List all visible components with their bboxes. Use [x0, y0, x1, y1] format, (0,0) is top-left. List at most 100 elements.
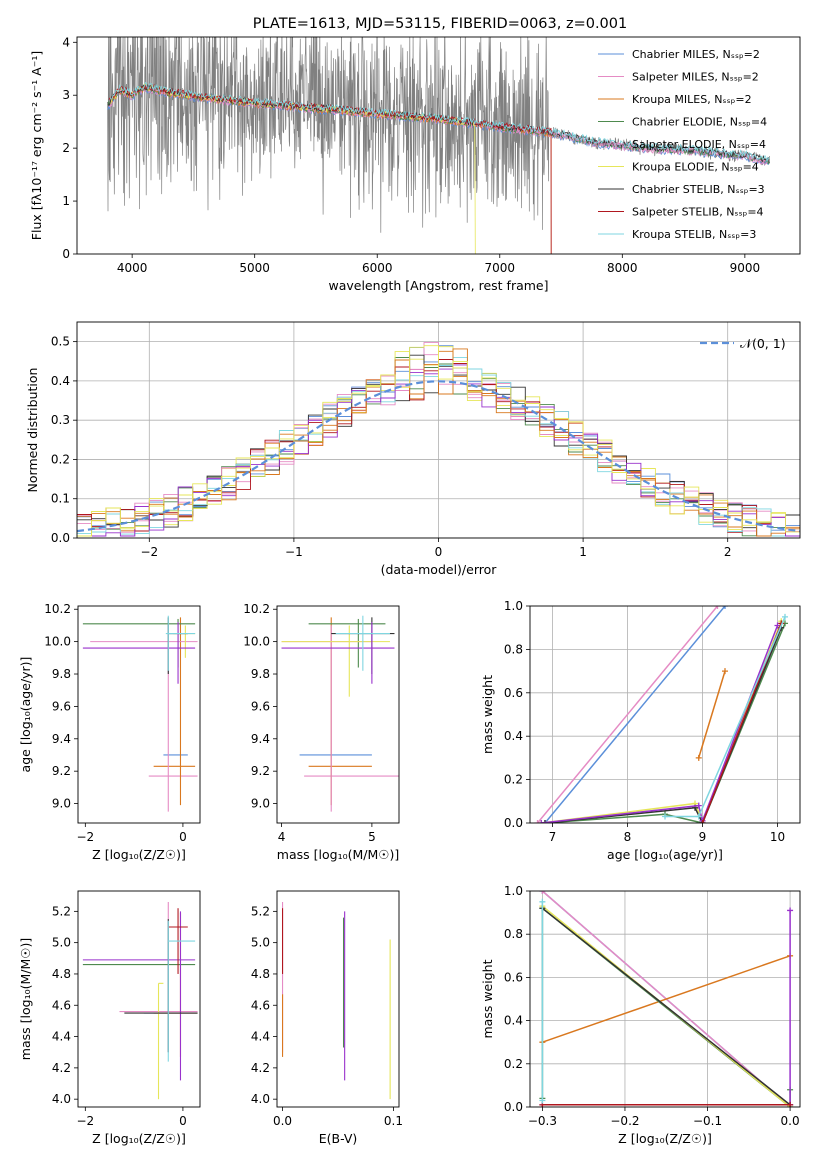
- y-tick-label: 0.6: [504, 686, 523, 700]
- y-tick-label: 10.0: [243, 635, 270, 649]
- series-line: [541, 620, 782, 823]
- x-tick-label: 0.0: [781, 1114, 800, 1128]
- axes-residual-histogram: −2 −1 0 1 2 0.0 0.1 0.2 0.3 0.4 0.5 (data-model)/er…: [25, 321, 801, 577]
- axes-frame: [76, 321, 801, 539]
- x-tick-label: −2: [140, 545, 158, 559]
- y-tick-label: 0.8: [504, 927, 523, 941]
- axes-frame: [276, 890, 400, 1108]
- y-tick-label: 9.0: [251, 797, 270, 811]
- legend-label: Chabrier ELODIE, Nₛₛₚ=4: [632, 116, 767, 129]
- y-axis-label: Normed distribution: [25, 368, 40, 493]
- series-marker: [538, 820, 545, 823]
- y-axis-label: mass [log₁₀(M/M☉)]: [18, 938, 33, 1060]
- x-tick-label: 0.0: [273, 1114, 292, 1128]
- x-tick-label: 0: [179, 1114, 187, 1128]
- normal-curve-line: [77, 380, 800, 533]
- y-tick-label: 10.2: [243, 602, 270, 616]
- y-tick-label: 4.2: [251, 1061, 270, 1075]
- x-axis-label: age [log₁₀(age/yr)]: [607, 847, 723, 862]
- y-tick-label: 9.0: [52, 797, 71, 811]
- series-marker: [534, 820, 541, 823]
- x-axis-label: Z [log₁₀(Z/Z☉)]: [92, 847, 186, 862]
- x-tick-label: 5000: [239, 261, 270, 275]
- axes-mass-vs-Z: −2 0 4.0 4.2 4.4 4.6 4.8 5.0 5.2 Z [log₁₀(Z/Z☉)] m…: [18, 890, 201, 1146]
- y-tick-label: 9.8: [52, 667, 71, 681]
- x-tick-label: 7: [549, 830, 557, 844]
- series-marker: [722, 668, 728, 675]
- y-tick-label: 0: [62, 247, 70, 261]
- y-tick-label: 9.6: [251, 699, 270, 713]
- legend-label: Salpeter ELODIE, Nₛₛₚ=4: [632, 138, 766, 151]
- series-marker: [782, 613, 788, 620]
- legend-label: Kroupa MILES, Nₛₛₚ=2: [632, 93, 752, 106]
- y-tick-label: 5.0: [52, 936, 71, 950]
- x-tick-label: 4000: [117, 261, 148, 275]
- x-tick-label: −2: [76, 1114, 94, 1128]
- axes-frame: [77, 890, 201, 1108]
- series-line: [541, 907, 791, 1106]
- y-tick-label: 10.2: [44, 602, 71, 616]
- y-axis-label: age [log₁₀(age/yr)]: [18, 657, 33, 773]
- y-tick-label: 4.0: [52, 1092, 71, 1106]
- series-line: [536, 606, 719, 823]
- series-marker: [695, 802, 702, 809]
- legend-label: Chabrier MILES, Nₛₛₚ=2: [632, 48, 760, 61]
- x-tick-label: 5: [368, 830, 376, 844]
- plots-layer: 4000 5000 6000 7000 8000 900001234wavelength …: [18, 35, 801, 1146]
- legend-label: Salpeter STELIB, Nₛₛₚ=4: [632, 206, 764, 219]
- series-marker: [662, 813, 668, 820]
- y-tick-label: 0.0: [504, 1100, 523, 1114]
- axes-age-vs-Z: −2 0 9.0 9.2 9.4 9.6 9.8 10.0 10.2 Z [log₁₀(Z/Z☉)…: [18, 602, 201, 862]
- y-tick-label: 5.2: [52, 904, 71, 918]
- histogram-step-line: [77, 345, 800, 537]
- x-axis-label: Z [log₁₀(Z/Z☉)]: [92, 1131, 186, 1146]
- x-tick-label: 0.1: [384, 1114, 403, 1128]
- x-tick-label: 4: [278, 830, 286, 844]
- plot-area: [82, 901, 198, 1100]
- y-tick-label: 0.4: [51, 374, 70, 388]
- x-tick-label: −2: [76, 830, 94, 844]
- y-tick-label: 1: [62, 194, 70, 208]
- y-tick-label: 0.4: [504, 1014, 523, 1028]
- axes-frame: [77, 605, 201, 824]
- legend-label: Kroupa ELODIE, Nₛₛₚ=4: [632, 161, 759, 174]
- axes-frame: [529, 605, 801, 824]
- axes-mass-vs-EBV: 0.0 0.1 4.0 4.2 4.4 4.6 4.8 5.0 5.2 E(B-V): [251, 890, 403, 1146]
- model-spectrum-line: [108, 83, 552, 254]
- y-tick-label: 0.4: [504, 729, 523, 743]
- y-tick-label: 0.5: [51, 335, 70, 349]
- series-marker: [695, 754, 702, 761]
- legend: Chabrier MILES, Nₛₛₚ=2 Salpeter MILES, Nₛ…: [598, 48, 767, 241]
- plot-area: [530, 891, 800, 1107]
- y-tick-label: 1.0: [504, 884, 523, 898]
- series-marker: [774, 622, 781, 629]
- y-tick-label: 10.0: [44, 635, 71, 649]
- legend-label: 𝒩(0, 1): [740, 336, 786, 351]
- y-tick-label: 9.6: [52, 699, 71, 713]
- x-tick-label: 0: [435, 545, 443, 559]
- series-line: [697, 670, 726, 759]
- legend: 𝒩(0, 1): [700, 336, 786, 351]
- y-tick-label: 5.0: [251, 936, 270, 950]
- plot-area: [77, 322, 800, 538]
- series-marker: [699, 820, 706, 823]
- y-tick-label: 9.8: [251, 667, 270, 681]
- model-spectrum-line: [109, 81, 770, 162]
- y-tick-label: 5.2: [251, 904, 270, 918]
- series-marker: [539, 1097, 546, 1104]
- x-axis-label: wavelength [Angstrom, rest frame]: [328, 278, 548, 293]
- y-tick-label: 9.4: [52, 732, 71, 746]
- y-tick-label: 3: [62, 88, 70, 102]
- y-tick-label: 4.6: [251, 998, 270, 1012]
- plot-area: [107, 37, 770, 254]
- series-marker: [714, 606, 721, 609]
- axes-mass-weight-vs-Z: −0.3 −0.2 −0.1 0.0 0.0 0.2 0.4 0.6 0.8 1.0 Z [log₁…: [480, 884, 801, 1146]
- x-tick-label: 6000: [362, 261, 393, 275]
- x-tick-label: 8000: [607, 261, 638, 275]
- y-tick-label: 0.0: [51, 531, 70, 545]
- x-tick-label: 7000: [484, 261, 515, 275]
- series-line: [542, 955, 791, 1043]
- y-tick-label: 0.2: [504, 773, 523, 787]
- x-tick-label: −0.1: [693, 1114, 722, 1128]
- series-marker: [539, 891, 546, 894]
